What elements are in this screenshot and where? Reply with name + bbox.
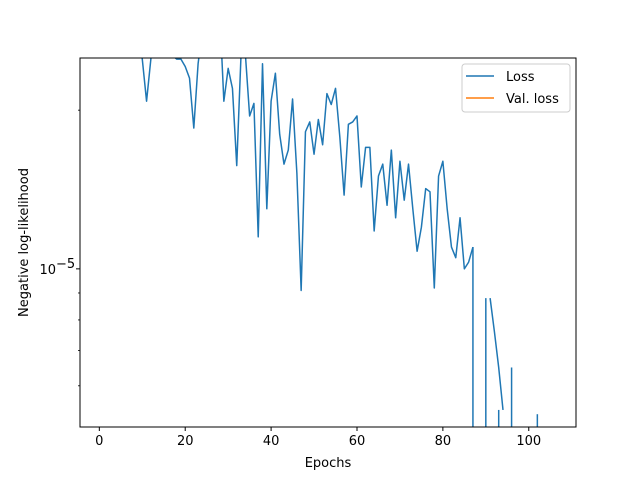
series-line-loss xyxy=(489,298,504,410)
axes-frame xyxy=(79,57,577,428)
y-axis-label: Negative log-likelihood xyxy=(17,168,32,317)
x-axis: 0 20 40 60 80 100 xyxy=(95,427,541,449)
x-tick-label: 80 xyxy=(435,434,452,449)
x-tick-label: 60 xyxy=(349,434,366,449)
legend-label-val-loss: Val. loss xyxy=(506,92,559,107)
x-tick-label: 40 xyxy=(263,434,280,449)
y-tick-label: 10 xyxy=(39,263,56,278)
y-axis: 10 −5 xyxy=(39,109,80,387)
legend-label-loss: Loss xyxy=(506,70,535,85)
y-tick-exponent: −5 xyxy=(56,257,75,272)
plot-area xyxy=(141,58,539,427)
legend: Loss Val. loss xyxy=(461,63,571,113)
x-axis-label: Epochs xyxy=(305,456,352,471)
x-tick-label: 0 xyxy=(95,434,103,449)
x-tick-label: 20 xyxy=(177,434,194,449)
x-tick-label: 100 xyxy=(516,434,541,449)
